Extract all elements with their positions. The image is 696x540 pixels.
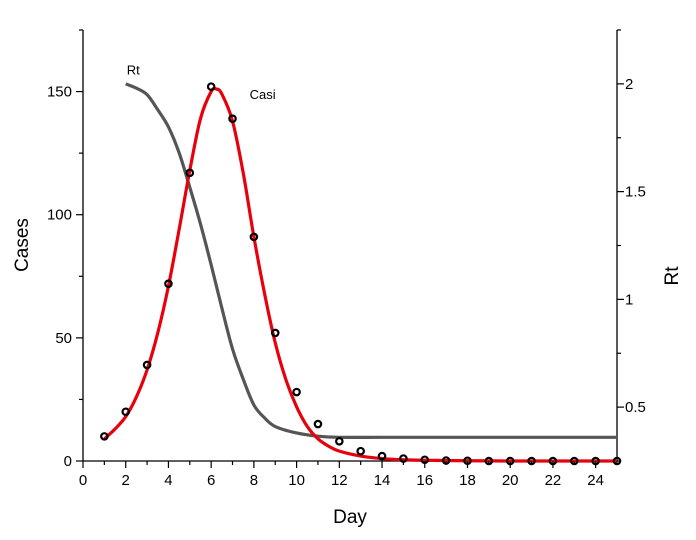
y-tick-label: 0 [64, 453, 72, 470]
rt-line [125, 82, 617, 439]
x-tick-label: 2 [122, 472, 130, 489]
case-point [377, 451, 387, 461]
case-point [100, 432, 109, 441]
x-tick-label: 20 [502, 472, 519, 489]
case-point [249, 232, 259, 242]
x-tick-label: 16 [416, 472, 433, 489]
x-tick-label: 12 [331, 472, 348, 489]
x-tick-label: 22 [545, 472, 562, 489]
x-tick-label: 0 [79, 472, 87, 489]
y2-tick-label: 1 [625, 291, 633, 308]
x-tick-label: 4 [164, 472, 172, 489]
y-tick-label: 150 [47, 84, 72, 101]
annotation-rt: Rt [127, 62, 140, 77]
case-point [335, 436, 344, 446]
case-point [270, 328, 280, 338]
y2-axis-title: Rt [662, 266, 683, 286]
y2-tick-label: 1.5 [625, 184, 646, 201]
x-tick-label: 10 [288, 472, 305, 489]
case-point [206, 82, 216, 91]
x-axis-title: Day [333, 507, 367, 528]
x-tick-label: 8 [250, 472, 258, 489]
case-point [228, 114, 237, 123]
series-layer [100, 82, 622, 466]
cases-fit-line [103, 86, 617, 463]
annotation-casi: Casi [250, 87, 276, 102]
x-tick-label: 14 [374, 472, 391, 489]
case-point [292, 387, 301, 397]
y-tick-label: 50 [55, 330, 72, 347]
x-tick-label: 24 [587, 472, 604, 489]
y-axis-title: Cases [12, 218, 33, 272]
y-tick-label: 100 [47, 207, 72, 224]
case-point [121, 407, 131, 417]
axes [82, 30, 618, 462]
y2-tick-label: 2 [625, 76, 633, 93]
x-tick-label: 6 [207, 472, 215, 489]
case-point [185, 168, 195, 178]
x-tick-label: 18 [459, 472, 476, 489]
case-point [142, 360, 152, 370]
y2-tick-label: 0.5 [625, 399, 646, 416]
case-point [313, 419, 323, 429]
case-point [356, 446, 365, 456]
case-point [164, 279, 173, 288]
